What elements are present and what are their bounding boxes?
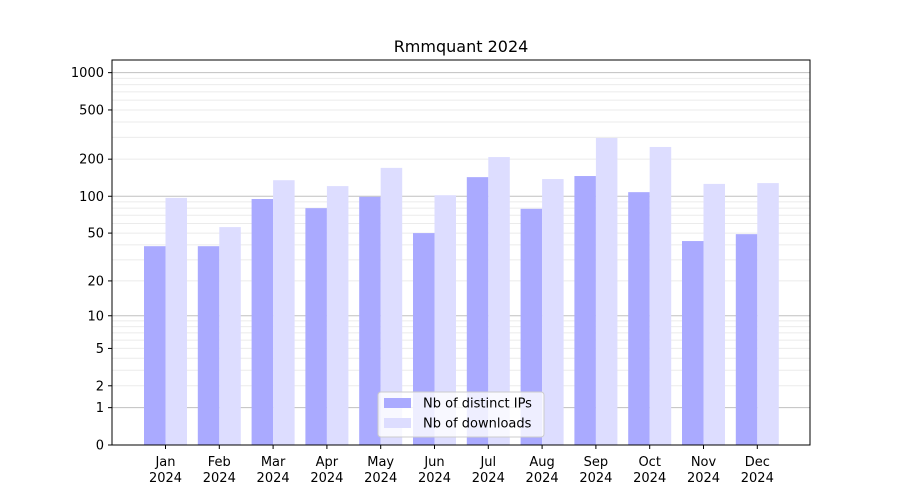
x-tick-label: Oct 2024 xyxy=(633,455,666,486)
bar-downloads xyxy=(165,197,187,445)
y-tick-label: 5 xyxy=(96,342,104,357)
legend-box xyxy=(377,391,545,438)
legend-swatch xyxy=(384,398,411,408)
bar-downloads xyxy=(219,227,241,445)
x-tick-label: Mar 2024 xyxy=(257,455,290,486)
legend-swatch xyxy=(384,418,411,428)
x-tick-label: Aug 2024 xyxy=(526,455,559,486)
y-tick-label: 2 xyxy=(96,379,104,394)
x-tick-label: Dec 2024 xyxy=(741,455,774,486)
x-tick-label: Jun 2024 xyxy=(418,455,451,486)
bar-ips xyxy=(251,199,274,445)
y-tick-label: 10 xyxy=(87,309,104,324)
x-tick-label: Feb 2024 xyxy=(203,455,236,486)
x-tick-label: May 2024 xyxy=(364,455,397,486)
x-tick-label: Jan 2024 xyxy=(149,455,182,486)
bar-downloads xyxy=(380,167,403,445)
y-tick-label: 0 xyxy=(96,439,104,454)
y-tick-label: 100 xyxy=(79,190,104,205)
bar-ips xyxy=(144,246,166,445)
bar-downloads xyxy=(326,186,349,445)
x-tick-label: Apr 2024 xyxy=(310,455,343,486)
legend-label: Nb of distinct IPs xyxy=(423,397,532,412)
x-tick-label: Nov 2024 xyxy=(687,455,720,486)
y-tick-label: 1 xyxy=(96,401,104,416)
y-tick-label: 500 xyxy=(79,103,104,118)
y-tick-label: 20 xyxy=(87,274,104,289)
bar-ips xyxy=(520,208,543,445)
y-tick-label: 1000 xyxy=(71,66,104,81)
bar-ips xyxy=(628,192,650,445)
bar-downloads xyxy=(542,179,564,445)
bar-ips xyxy=(574,176,596,445)
bar-ips xyxy=(305,208,327,445)
bar-downloads xyxy=(488,157,510,446)
bar-ips xyxy=(197,246,220,445)
bar-downloads xyxy=(595,137,618,445)
bar-downloads xyxy=(434,195,456,445)
bar-downloads xyxy=(703,183,725,445)
x-tick-label: Jul 2024 xyxy=(472,455,505,486)
legend-label: Nb of downloads xyxy=(423,417,532,432)
bar-downloads xyxy=(273,180,295,445)
bar-downloads xyxy=(757,183,779,446)
bar-ips xyxy=(466,177,489,445)
x-tick-label: Sep 2024 xyxy=(579,455,612,486)
y-tick-label: 200 xyxy=(79,153,104,168)
legend: Nb of distinct IPs Nb of downloads xyxy=(377,391,545,438)
chart-title: Rmmquant 2024 xyxy=(394,37,529,56)
bar-ips xyxy=(359,196,381,445)
bar-ips xyxy=(735,234,758,445)
bar-downloads xyxy=(649,146,672,445)
plot-frame xyxy=(111,59,811,446)
bar-ips xyxy=(682,241,704,445)
y-tick-label: 50 xyxy=(87,227,104,242)
